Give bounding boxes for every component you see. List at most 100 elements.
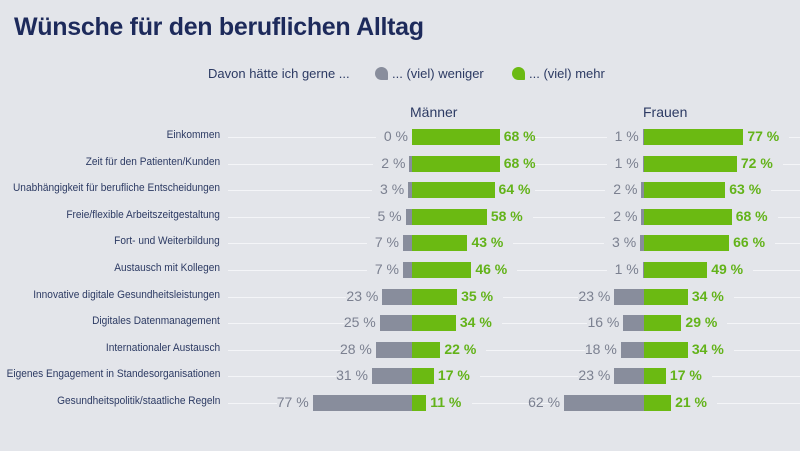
value-less-frauen: 3 %	[612, 234, 637, 251]
guide-line	[479, 376, 560, 378]
guide-line	[535, 270, 607, 271]
value-less-männer: 7 %	[374, 261, 399, 277]
bar-more-männer	[412, 208, 487, 225]
value-more-frauen: 49 %	[711, 261, 744, 277]
legend-lead: Davon hätte ich gerne ...	[208, 66, 350, 81]
category-label: Zeit für den Patienten/Kunden	[85, 155, 220, 168]
bar-more-frauen	[644, 262, 708, 278]
guide-line	[228, 376, 336, 378]
value-more-männer: 34 %	[459, 314, 492, 331]
guide-line	[727, 323, 800, 325]
value-less-männer: 77 %	[276, 394, 309, 410]
guide-line	[733, 296, 800, 298]
guide-line	[771, 190, 800, 192]
value-more-männer: 64 %	[498, 181, 531, 198]
bar-more-männer	[412, 129, 500, 145]
value-less-männer: 2 %	[381, 154, 406, 171]
legend-label-more: ... (viel) mehr	[529, 66, 605, 81]
bar-more-frauen	[644, 368, 666, 385]
value-less-männer: 0 %	[383, 128, 408, 144]
guide-line	[486, 349, 560, 351]
guide-line	[228, 216, 370, 218]
guide-line	[777, 216, 800, 218]
guide-line	[228, 243, 367, 245]
guide-line	[535, 376, 579, 378]
bar-less-männer	[408, 182, 412, 199]
value-more-männer: 68 %	[503, 154, 536, 171]
value-more-frauen: 68 %	[735, 207, 768, 224]
bar-more-männer	[412, 155, 500, 172]
legend-item-more: ... (viel) mehr	[512, 66, 605, 81]
guide-line	[782, 163, 800, 165]
bar-less-männer	[402, 235, 412, 252]
bar-more-männer	[412, 395, 427, 411]
value-less-männer: 28 %	[339, 340, 372, 357]
bar-more-frauen	[644, 129, 744, 145]
guide-line	[535, 243, 605, 245]
bar-more-frauen	[644, 155, 737, 172]
guide-line	[733, 349, 800, 351]
value-less-frauen: 1 %	[614, 261, 639, 277]
guide-line	[535, 163, 607, 165]
legend-item-less: ... (viel) weniger	[375, 66, 484, 81]
bar-less-frauen	[642, 262, 645, 278]
bar-more-männer	[412, 235, 468, 252]
category-label: Austausch mit Kollegen	[114, 262, 220, 274]
guide-line	[753, 270, 800, 271]
value-more-männer: 46 %	[475, 261, 508, 277]
value-less-frauen: 2 %	[613, 181, 638, 198]
bar-more-männer	[412, 288, 458, 305]
bar-more-männer	[412, 341, 441, 358]
bar-less-männer	[402, 262, 412, 278]
value-more-frauen: 34 %	[691, 340, 724, 357]
bar-more-frauen	[644, 208, 732, 225]
chart-title: Wünsche für den beruflichen Alltag	[14, 13, 424, 41]
category-label: Digitales Datenmanagement	[92, 315, 220, 328]
bar-less-männer	[375, 341, 412, 358]
value-less-frauen: 2 %	[613, 207, 638, 224]
value-more-frauen: 17 %	[669, 367, 702, 384]
value-more-frauen: 72 %	[740, 154, 773, 171]
bar-less-männer	[409, 155, 412, 172]
value-less-männer: 23 %	[346, 287, 379, 304]
category-label: Fort- und Weiterbildung	[114, 235, 220, 248]
value-less-frauen: 62 %	[528, 394, 561, 410]
category-label: Innovative digitale Gesundheitsleistunge…	[33, 288, 220, 301]
bar-more-frauen	[644, 235, 730, 252]
bar-more-frauen	[644, 315, 682, 332]
guide-line	[789, 137, 800, 138]
guide-line	[711, 376, 800, 378]
bar-more-frauen	[644, 182, 726, 199]
value-less-frauen: 23 %	[578, 287, 611, 304]
guide-line	[717, 403, 800, 404]
value-less-männer: 7 %	[374, 234, 399, 251]
bar-less-männer	[372, 368, 412, 385]
bar-more-männer	[412, 262, 472, 278]
guide-line	[228, 190, 373, 192]
bar-less-frauen	[623, 315, 644, 332]
value-more-frauen: 66 %	[733, 234, 766, 251]
value-more-männer: 11 %	[430, 394, 462, 410]
guide-line	[535, 190, 606, 192]
value-more-männer: 58 %	[490, 207, 523, 224]
bar-less-frauen	[620, 341, 644, 358]
value-less-frauen: 18 %	[584, 340, 617, 357]
legend-marker-less-icon	[375, 67, 388, 80]
category-label: Freie/flexible Arbeitszeitgestaltung	[66, 208, 220, 221]
guide-line	[775, 243, 800, 245]
guide-line	[228, 270, 367, 271]
bar-more-frauen	[644, 341, 688, 358]
value-less-frauen: 1 %	[614, 154, 639, 171]
guide-line	[503, 296, 560, 298]
guide-line	[228, 296, 347, 298]
guide-line	[228, 403, 277, 404]
guide-line	[535, 137, 607, 138]
bar-less-frauen	[614, 288, 644, 305]
value-less-frauen: 16 %	[587, 314, 620, 331]
guide-line	[501, 323, 560, 325]
bar-more-frauen	[644, 288, 688, 305]
guide-line	[535, 349, 585, 351]
legend-marker-more-icon	[512, 67, 525, 80]
guide-line	[535, 323, 588, 325]
bar-more-männer	[412, 182, 495, 199]
